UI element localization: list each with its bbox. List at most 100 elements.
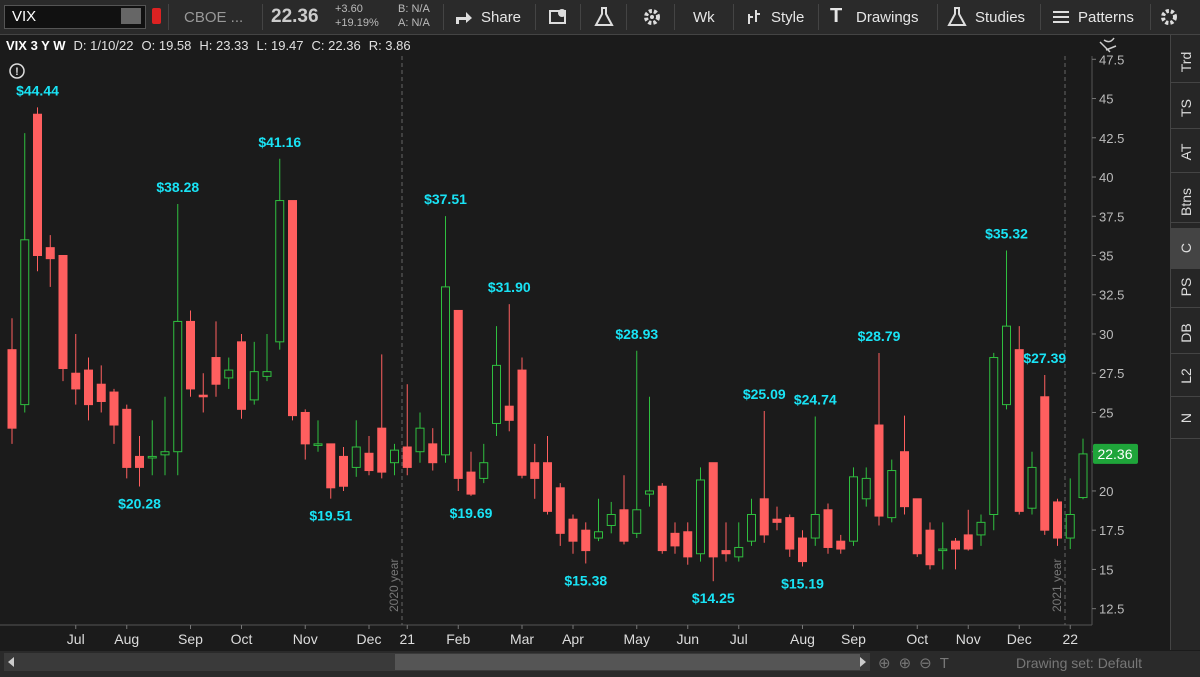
candle-body <box>428 443 438 464</box>
drawings-icon[interactable]: T <box>830 5 843 27</box>
x-tick-label: Oct <box>231 631 253 647</box>
sidebar-tab[interactable]: PS <box>1171 267 1200 308</box>
high-label: $24.74 <box>794 392 837 408</box>
info-icon-glyph[interactable]: ! <box>15 66 19 78</box>
alert-icon[interactable] <box>152 8 161 24</box>
candle-body <box>300 411 310 445</box>
sidebar-tab[interactable]: N <box>1171 398 1200 439</box>
flask-icon[interactable] <box>594 6 614 28</box>
share-icon[interactable] <box>454 8 474 26</box>
candle-body <box>7 349 17 429</box>
sidebar-tab[interactable]: AT <box>1171 132 1200 173</box>
share-button[interactable]: Share <box>481 9 522 26</box>
sidebar-tab[interactable]: C <box>1171 228 1200 269</box>
scroll-left[interactable] <box>8 657 14 667</box>
candle-body <box>198 394 208 398</box>
candle-body <box>504 405 514 421</box>
toolbar-settings[interactable] <box>1158 7 1180 27</box>
candle-body <box>211 357 221 385</box>
change-pct: +19.19% <box>335 17 379 29</box>
candle-body <box>1002 325 1011 406</box>
sidebar-tab-label[interactable]: PS <box>1178 277 1194 297</box>
separator <box>733 4 734 30</box>
info-field: D: 1/10/22 <box>73 37 134 53</box>
y-tick-label: 15 <box>1099 562 1113 577</box>
candle-body <box>989 357 999 515</box>
sidebar-tab-label[interactable]: L2 <box>1178 368 1194 384</box>
sidebar-tab-label[interactable]: C <box>1178 242 1194 254</box>
high-label: $31.90 <box>488 279 531 295</box>
candle-body <box>33 113 42 257</box>
candle-body <box>186 320 195 390</box>
scrollbar-thumb[interactable] <box>395 654 860 670</box>
sidebar-tab[interactable]: Btns <box>1171 182 1200 223</box>
chart: 2020 year 2021 year ! $44.44 $20.28 $38.28… <box>0 37 1138 647</box>
candle-body <box>326 443 336 489</box>
candle-body <box>492 364 501 424</box>
high-label: $25.09 <box>743 386 786 402</box>
x-tick-label: Feb <box>446 631 470 647</box>
y-tick-label: 42.5 <box>1099 131 1124 146</box>
style-button[interactable]: Style <box>771 9 805 26</box>
separator <box>674 4 675 30</box>
x-tick-label: Jul <box>67 631 85 647</box>
info-field: C: 22.36 <box>311 37 361 53</box>
x-tick-label: Jun <box>676 631 699 647</box>
style-icon[interactable] <box>746 8 766 26</box>
sidebar-tab[interactable]: Trd <box>1171 42 1200 83</box>
sidebar-tab[interactable]: TS <box>1171 88 1200 129</box>
last-price-label: 22.36 <box>1097 446 1132 462</box>
studies-button[interactable]: Studies <box>975 9 1026 26</box>
settings-icon[interactable] <box>642 7 662 27</box>
candle-body <box>415 427 425 453</box>
sidebar-tab-label[interactable]: AT <box>1178 143 1194 161</box>
candle-body <box>1027 466 1037 509</box>
candle-body <box>249 371 259 401</box>
sidebar-tab-label[interactable]: TS <box>1178 99 1194 117</box>
candle-body <box>262 371 272 377</box>
year-marker: 2020 year <box>387 559 401 612</box>
x-tick-label: Sep <box>841 631 866 647</box>
scroll-right[interactable] <box>860 657 866 667</box>
x-tick-label: 22 <box>1062 631 1078 647</box>
candle-body <box>377 427 387 473</box>
sidebar-tab-label[interactable]: Btns <box>1178 187 1194 217</box>
sidebar-tab[interactable]: DB <box>1171 313 1200 354</box>
candle-body <box>976 521 986 536</box>
sidebar-tab-label[interactable]: DB <box>1178 323 1194 343</box>
candle-body <box>402 446 412 468</box>
snapshot-icon[interactable] <box>548 7 568 27</box>
drawings-button[interactable]: Drawings <box>856 9 919 26</box>
x-tick-label: May <box>624 631 650 647</box>
candle-body <box>453 309 463 479</box>
y-tick-label: 25 <box>1099 405 1113 420</box>
sidebar-tab-label[interactable]: N <box>1178 412 1194 424</box>
candle-body <box>1065 513 1075 539</box>
high-label: $27.39 <box>1023 350 1066 366</box>
zoom-tools[interactable]: ⊕⊕⊖T <box>878 655 957 672</box>
candle-body <box>823 509 833 548</box>
candles: $44.44 $20.28 $38.28 $41.16 $19.51 $37.51 $19.… <box>7 82 1088 606</box>
separator <box>626 4 627 30</box>
studies-icon[interactable] <box>947 6 967 28</box>
y-tick-label: 20 <box>1099 484 1113 499</box>
symbol[interactable]: VIX <box>12 8 37 25</box>
change: +3.60 <box>335 3 363 15</box>
candle-body <box>147 455 157 459</box>
crosshair-icon[interactable] <box>1099 37 1117 53</box>
sidebar-tab[interactable]: L2 <box>1171 356 1200 397</box>
info-icon[interactable] <box>9 63 25 79</box>
symbol-dropdown[interactable] <box>121 8 141 24</box>
footer: ⊕⊕⊖T Drawing set: Default <box>0 651 1200 677</box>
candle-body <box>670 532 680 547</box>
sidebar-tab-label[interactable]: Trd <box>1178 51 1194 73</box>
ask: A: N/A <box>398 17 430 29</box>
aggregation-button[interactable]: Wk <box>693 9 715 26</box>
patterns-icon[interactable] <box>1051 8 1071 26</box>
x-tick-label: Dec <box>357 631 382 647</box>
candle-body <box>530 462 540 479</box>
patterns-button[interactable]: Patterns <box>1078 9 1134 26</box>
drawing-set[interactable]: Drawing set: Default <box>1016 655 1143 671</box>
candle-body <box>912 498 922 555</box>
